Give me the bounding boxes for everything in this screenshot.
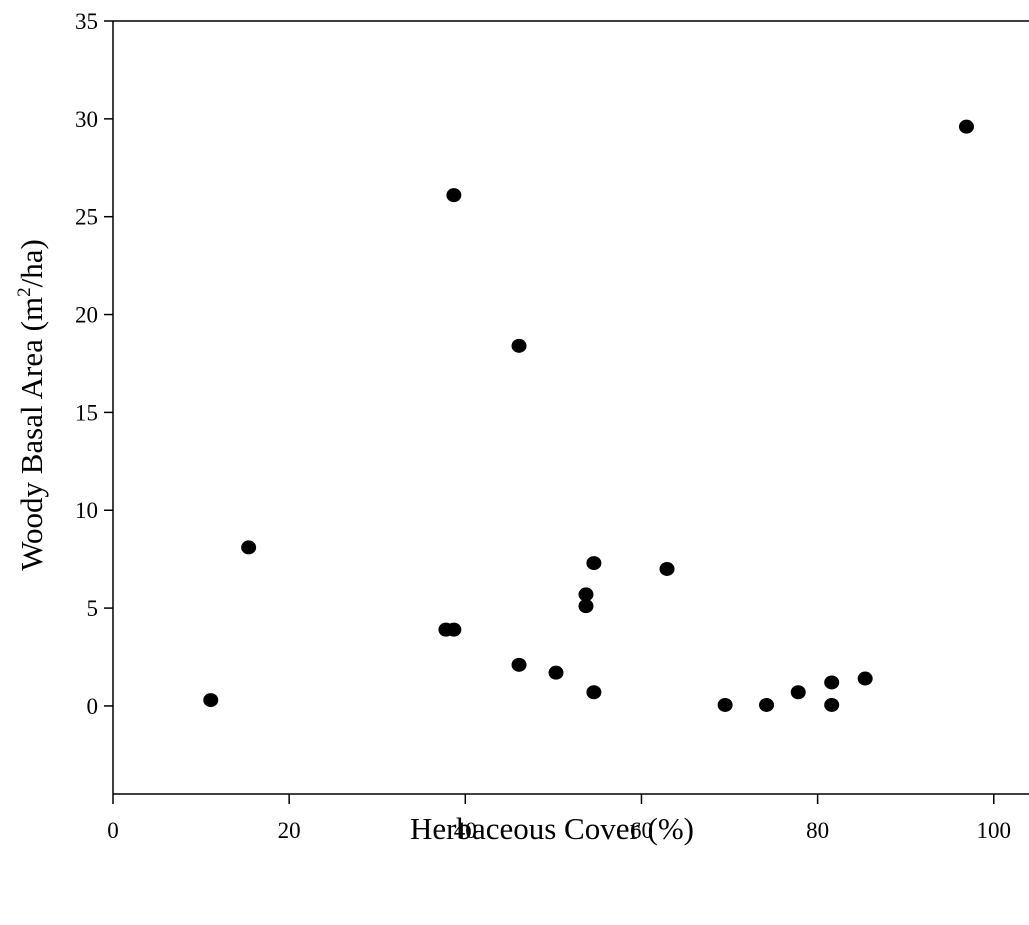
x-tick-label: 40 [454, 818, 477, 843]
y-axis-title-superscript: 2 [14, 287, 35, 297]
y-ticks: 0 5 10 15 20 25 30 35 [75, 9, 113, 719]
data-point [659, 561, 675, 576]
data-point [511, 657, 527, 672]
x-tick-label: 20 [278, 818, 301, 843]
x-tick-label: 60 [630, 818, 653, 843]
data-point [958, 119, 974, 134]
data-point [824, 697, 840, 712]
data-point [578, 587, 594, 602]
x-tick-label: 80 [806, 818, 829, 843]
data-point [790, 685, 806, 700]
axes [112, 20, 1029, 795]
x-tick-label: 0 [107, 818, 119, 843]
y-tick-label: 5 [87, 596, 99, 621]
data-point [586, 556, 602, 571]
y-axis-title: Woody Basal Area (m2/ha) [14, 239, 49, 571]
y-tick-label: 25 [75, 205, 98, 230]
data-point [857, 671, 873, 686]
data-point [586, 685, 602, 700]
data-point [824, 675, 840, 690]
y-tick-label: 10 [75, 498, 98, 523]
x-ticks: 0 20 40 60 80 100 [107, 794, 1011, 843]
data-point [578, 599, 594, 614]
y-tick-label: 35 [75, 9, 98, 34]
data-point [446, 188, 462, 203]
x-tick-label: 100 [977, 818, 1012, 843]
data-point [548, 665, 564, 680]
x-axis-title: Herbaceous Cover (%) [410, 811, 694, 846]
data-point [511, 338, 527, 353]
y-tick-label: 30 [75, 107, 98, 132]
data-points [203, 119, 974, 712]
y-tick-label: 20 [75, 303, 98, 328]
data-point [203, 693, 219, 708]
data-point [241, 540, 257, 555]
data-point [759, 697, 775, 712]
y-axis-title-suffix: /ha) [14, 239, 49, 287]
data-point [446, 622, 462, 637]
y-axis-title-prefix: Woody Basal Area (m [14, 297, 49, 571]
data-point [717, 697, 733, 712]
y-tick-label: 15 [75, 400, 98, 425]
y-tick-label: 0 [87, 694, 99, 719]
